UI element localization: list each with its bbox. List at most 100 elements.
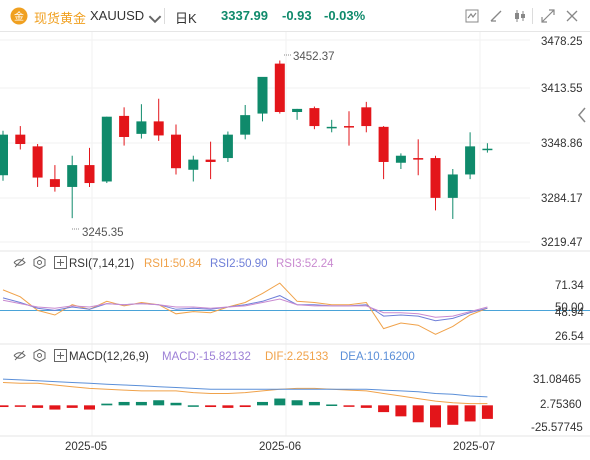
svg-text:金: 金 xyxy=(14,10,24,23)
symbol-selector[interactable]: XAUUSD xyxy=(90,8,145,23)
macd-histogram-bar xyxy=(308,401,320,406)
candle-body xyxy=(222,134,233,159)
x-axis-label: 2025-07 xyxy=(453,441,495,453)
draw-tool-icon[interactable] xyxy=(489,9,503,23)
dif-value: DIF:2.25133 xyxy=(265,351,328,363)
collapse-panel-icon[interactable] xyxy=(54,349,67,362)
rsi-axis-tick: 50.00 xyxy=(555,302,584,314)
macd-histogram-bar xyxy=(360,405,372,408)
candle-body xyxy=(361,107,372,127)
interval-selector[interactable]: 日K xyxy=(175,11,197,26)
candle-body xyxy=(15,134,26,145)
macd-histogram-bar xyxy=(257,401,268,406)
price-axis-tick: 3478.25 xyxy=(541,36,583,48)
collapse-panel-icon[interactable] xyxy=(54,256,67,269)
chart-area[interactable]: 3478.25 3413.55 3348.86 3284.17 3219.47 … xyxy=(0,32,590,460)
chevron-down-icon[interactable] xyxy=(148,12,162,26)
candle-body xyxy=(430,158,441,198)
macd-histogram-bar xyxy=(101,403,113,406)
rsi2-value: RSI2:50.90 xyxy=(210,258,268,270)
macd-histogram-bar xyxy=(274,398,286,406)
rsi-indicator-title[interactable]: RSI(7,14,21) xyxy=(69,258,134,270)
macd-histogram-bar xyxy=(0,405,9,408)
candle-body xyxy=(465,146,476,175)
macd-histogram-bar xyxy=(291,400,303,406)
macd-axis-tick: 31.08465 xyxy=(533,374,581,386)
macd-histogram-bar xyxy=(14,405,26,407)
rsi1-value: RSI1:50.84 xyxy=(144,258,202,270)
low-price-label: 3245.35 xyxy=(82,227,124,239)
dea-line xyxy=(2,378,488,398)
rsi-axis-tick: 48.94 xyxy=(555,307,584,319)
macd-histogram-bar xyxy=(153,400,165,406)
candle-body xyxy=(326,126,337,129)
settings-icon[interactable] xyxy=(33,256,46,269)
macd-histogram-bar xyxy=(170,402,182,406)
macd-histogram-bar xyxy=(481,405,493,419)
candle-body xyxy=(67,165,78,187)
price-axis-tick: 3348.86 xyxy=(541,138,583,150)
eye-off-icon[interactable] xyxy=(13,350,26,361)
macd-histogram-bar xyxy=(395,405,407,417)
macd-histogram-bar xyxy=(222,405,234,408)
candle-body xyxy=(119,115,130,137)
macd-histogram-bar xyxy=(84,405,95,410)
candle-type-icon[interactable] xyxy=(513,9,527,23)
candle-body xyxy=(240,115,251,135)
candle-body xyxy=(205,159,216,162)
candle-body xyxy=(0,134,8,176)
macd-axis-tick: 2.75360 xyxy=(540,399,582,411)
candlestick-series xyxy=(0,60,493,219)
price-axis-tick: 3284.17 xyxy=(541,193,583,205)
rsi-line-rsi1 xyxy=(2,282,488,335)
candle-body xyxy=(153,121,164,136)
rsi-line-rsi3 xyxy=(2,298,488,318)
price-axis-tick: 3413.55 xyxy=(541,83,583,95)
dea-value: DEA:10.16200 xyxy=(340,351,415,363)
macd-histogram-bar xyxy=(205,405,217,408)
macd-histogram-bar xyxy=(430,405,441,428)
macd-histogram-bar xyxy=(343,405,355,407)
candle-body xyxy=(136,121,147,134)
macd-value: MACD:-15.82132 xyxy=(162,351,251,363)
macd-histogram-bar xyxy=(49,405,61,410)
candle-body xyxy=(482,148,493,151)
fullscreen-icon[interactable] xyxy=(541,9,555,23)
candle-body xyxy=(49,179,60,187)
candle-body xyxy=(188,159,199,170)
close-icon[interactable] xyxy=(565,9,579,23)
candle-body xyxy=(378,126,389,162)
macd-indicator-title[interactable]: MACD(12,26,9) xyxy=(69,351,149,363)
eye-off-icon[interactable] xyxy=(13,257,26,268)
divider xyxy=(164,8,165,24)
rsi-series xyxy=(0,282,590,335)
candle-body xyxy=(274,63,285,113)
candle-body xyxy=(171,134,181,169)
brand-title: 现货黄金 xyxy=(34,11,87,26)
divider xyxy=(532,8,533,24)
candle-body xyxy=(395,155,406,163)
macd-histogram-bar xyxy=(187,405,199,407)
macd-series xyxy=(0,378,493,428)
candle-body xyxy=(447,174,458,198)
grid-lines xyxy=(0,32,530,436)
macd-histogram-bar xyxy=(118,401,130,406)
macd-histogram-bar xyxy=(326,404,338,406)
macd-histogram-bar xyxy=(447,405,459,425)
macd-histogram-bar xyxy=(239,405,251,408)
candle-body xyxy=(292,108,303,113)
candle-body xyxy=(257,76,268,114)
rsi-line-rsi2 xyxy=(2,295,488,322)
rsi3-value: RSI3:52.24 xyxy=(276,258,334,270)
indicator-icon[interactable] xyxy=(465,9,479,23)
collapse-arrow-icon[interactable] xyxy=(578,107,586,123)
candle-body xyxy=(344,126,354,128)
candle-body xyxy=(32,146,43,178)
settings-icon[interactable] xyxy=(33,349,46,362)
price-change: -0.93 xyxy=(282,8,312,23)
macd-histogram-bar xyxy=(464,405,476,422)
candle-body xyxy=(309,108,320,127)
price-axis-tick: 3219.47 xyxy=(541,237,583,249)
rsi-axis-tick: 71.34 xyxy=(555,280,584,292)
dif-line xyxy=(2,382,488,405)
